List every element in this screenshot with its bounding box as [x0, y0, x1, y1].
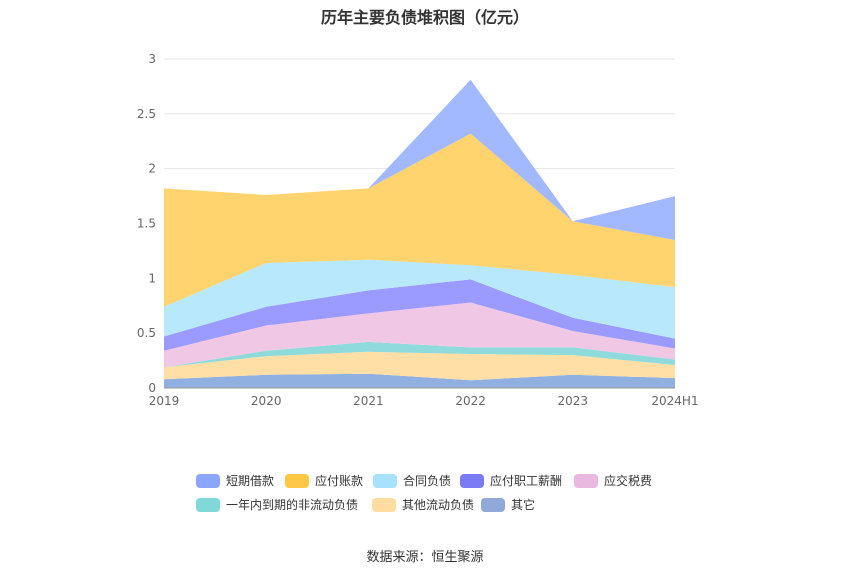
legend-item[interactable]: 其他流动负债 [372, 496, 474, 513]
y-tick-label: 3 [148, 52, 156, 66]
x-tick-label: 2023 [558, 394, 589, 408]
data-source-note: 数据来源：恒生聚源 [366, 550, 484, 565]
legend-item[interactable]: 合同负债 [373, 472, 451, 489]
area-series-4[interactable] [164, 279, 675, 351]
legend-swatch [373, 473, 397, 488]
legend-label: 其它 [511, 498, 536, 512]
stacked-area-chart: 0 0.5 1 1.5 2 2.5 3 2019 2020 2021 2022 2023 2024H1 [137, 52, 699, 408]
legend-swatch [196, 497, 220, 512]
legend-label: 短期借款 [226, 474, 275, 488]
area-series-0[interactable] [164, 373, 675, 388]
area-series-2[interactable] [164, 341, 675, 368]
area-series-3[interactable] [164, 302, 675, 368]
y-tick-label: 2.5 [137, 107, 156, 121]
legend-item[interactable]: 应交税费 [574, 472, 652, 489]
legend-label: 应付账款 [315, 474, 364, 488]
y-tick-label: 2 [148, 162, 156, 176]
legend-label: 应交税费 [604, 474, 653, 488]
legend-swatch [574, 473, 598, 488]
legend-swatch [372, 497, 396, 512]
chart-title: 历年主要负债堆积图（亿元） [320, 8, 529, 27]
legend-swatch [285, 473, 309, 488]
area-series-6[interactable] [164, 133, 675, 307]
x-tick-label: 2024H1 [651, 394, 698, 408]
area-series-7[interactable] [164, 79, 675, 240]
x-tick-label: 2021 [353, 394, 384, 408]
y-tick-label: 0 [148, 381, 156, 395]
y-tick-label: 1.5 [137, 217, 156, 231]
legend-label: 一年内到期的非流动负债 [226, 498, 359, 512]
legend-swatch [196, 473, 220, 488]
area-series-5[interactable] [164, 259, 675, 339]
x-tick-label: 2022 [455, 394, 486, 408]
legend-swatch [481, 497, 505, 512]
legend-item[interactable]: 其它 [481, 496, 535, 513]
x-tick-label: 2020 [251, 394, 282, 408]
legend-item[interactable]: 应付账款 [285, 472, 363, 489]
legend-item[interactable]: 一年内到期的非流动负债 [196, 496, 358, 513]
y-tick-label: 0.5 [137, 326, 156, 340]
legend-item[interactable]: 短期借款 [196, 472, 274, 489]
legend-label: 合同负债 [403, 474, 452, 488]
legend-swatch [460, 473, 484, 488]
y-tick-label: 1 [148, 271, 156, 285]
legend-label: 其他流动负债 [402, 498, 475, 512]
legend-label: 应付职工薪酬 [490, 474, 563, 488]
legend-item[interactable]: 应付职工薪酬 [460, 472, 562, 489]
x-tick-label: 2019 [149, 394, 180, 408]
area-series-1[interactable] [164, 351, 675, 381]
